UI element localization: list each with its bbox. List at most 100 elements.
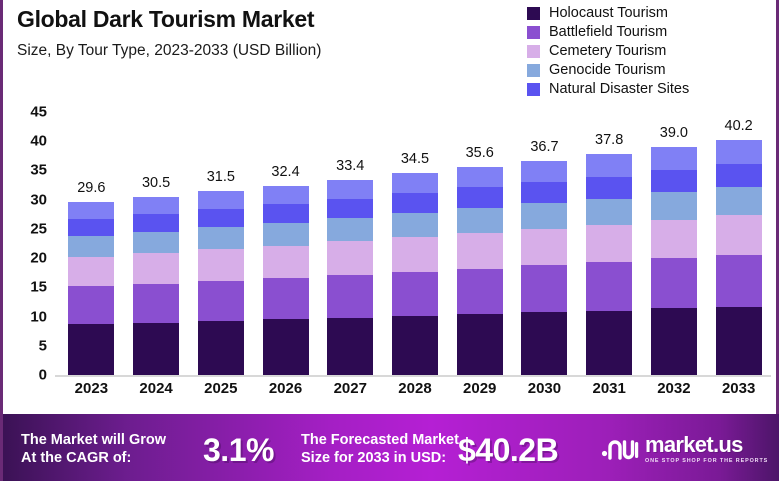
bar-segment bbox=[391, 193, 438, 214]
legend-item[interactable]: Cemetery Tourism bbox=[527, 42, 777, 61]
bar-value-label: 34.5 bbox=[400, 151, 430, 168]
stacked-bar[interactable] bbox=[586, 154, 633, 375]
stacked-bar[interactable] bbox=[715, 140, 762, 375]
market-us-logo-icon bbox=[599, 436, 639, 464]
bar-column[interactable]: 31.5 bbox=[188, 112, 253, 375]
legend-item[interactable]: Genocide Tourism bbox=[527, 61, 777, 80]
bar-segment bbox=[262, 223, 309, 246]
stacked-bar[interactable] bbox=[68, 202, 115, 375]
bar-column[interactable]: 34.5 bbox=[383, 112, 448, 375]
x-axis-tick-label: 2030 bbox=[527, 380, 562, 397]
legend-item[interactable]: Natural Disaster Sites bbox=[527, 80, 777, 99]
bar-segment bbox=[68, 202, 115, 219]
bar-segment bbox=[391, 213, 438, 238]
bar-column[interactable]: 37.8 bbox=[577, 112, 642, 375]
bar-segment bbox=[650, 192, 697, 220]
x-axis-tick-label: 2023 bbox=[74, 380, 109, 397]
y-axis-tick-label: 30 bbox=[30, 191, 47, 209]
y-axis-tick-label: 10 bbox=[30, 308, 47, 326]
stacked-bar[interactable] bbox=[133, 196, 180, 375]
bar-segment bbox=[521, 160, 568, 183]
bar-column[interactable]: 36.7 bbox=[512, 112, 577, 375]
bar-segment bbox=[521, 182, 568, 204]
legend-item-label: Cemetery Tourism bbox=[549, 43, 667, 59]
cagr-caption-line1: The Market will Grow bbox=[21, 432, 167, 448]
cagr-caption-line2: At the CAGR of: bbox=[21, 450, 132, 466]
y-axis-tick-label: 45 bbox=[30, 103, 47, 121]
bar-segment bbox=[327, 217, 374, 242]
bar-segment bbox=[133, 253, 180, 284]
legend-swatch-icon bbox=[527, 64, 540, 77]
bar-segment bbox=[715, 255, 762, 307]
y-axis-tick-label: 15 bbox=[30, 278, 47, 296]
bar-column[interactable]: 39.0 bbox=[642, 112, 707, 375]
x-axis-tick-label: 2026 bbox=[268, 380, 303, 397]
page-title: Global Dark Tourism Market bbox=[17, 6, 315, 32]
y-axis-tick-label: 0 bbox=[38, 366, 47, 384]
x-axis-tick-label: 2027 bbox=[333, 380, 367, 397]
stacked-bar[interactable] bbox=[262, 185, 309, 375]
bar-segment bbox=[327, 241, 374, 275]
bar-column[interactable]: 35.6 bbox=[447, 112, 512, 375]
bar-column[interactable]: 30.5 bbox=[124, 112, 189, 375]
y-axis-tick-label: 5 bbox=[38, 337, 47, 355]
market-us-logo[interactable]: market.us ONE STOP SHOP FOR THE REPORTS bbox=[599, 434, 768, 465]
stacked-bar[interactable] bbox=[197, 190, 244, 375]
bar-segment bbox=[197, 280, 244, 322]
bar-segment bbox=[715, 215, 762, 256]
chart-plot-area: 0 5 10 15 20 25 30 35 40 45 29.6 30.5 31.5 32.4 33.4 3… bbox=[3, 104, 779, 410]
x-axis-tick-label: 2029 bbox=[463, 380, 497, 397]
bar-segment bbox=[650, 169, 697, 193]
bar-segment bbox=[586, 262, 633, 311]
bar-segment bbox=[262, 245, 309, 278]
stacked-bar[interactable] bbox=[521, 160, 568, 375]
chart-legend: Holocaust Tourism Battlefield Tourism Ceme… bbox=[527, 4, 777, 99]
legend-item-label: Natural Disaster Sites bbox=[549, 81, 690, 97]
bar-column[interactable]: 33.4 bbox=[318, 112, 383, 375]
y-axis-tick-label: 35 bbox=[30, 161, 47, 179]
x-axis-tick-label: 2031 bbox=[592, 380, 626, 397]
bar-segment bbox=[715, 140, 762, 165]
legend-item-label: Battlefield Tourism bbox=[549, 24, 668, 40]
y-axis-tick-label: 40 bbox=[30, 132, 47, 150]
forecast-caption-line1: The Forecasted Market bbox=[301, 432, 459, 448]
x-axis-line bbox=[55, 375, 771, 377]
bar-segment bbox=[133, 214, 180, 232]
bar-value-label: 40.2 bbox=[724, 118, 753, 135]
chart-header: Global Dark Tourism Market Size, By Tour… bbox=[3, 0, 779, 112]
bar-segment bbox=[650, 258, 697, 309]
bar-segment bbox=[715, 187, 762, 216]
bar-value-label: 37.8 bbox=[595, 132, 624, 149]
stacked-bar[interactable] bbox=[391, 173, 438, 375]
bar-segment bbox=[197, 321, 244, 375]
stacked-bar[interactable] bbox=[327, 179, 374, 375]
stacked-bar[interactable] bbox=[650, 147, 697, 375]
market-us-logo-wordmark: market.us bbox=[645, 432, 743, 457]
x-axis-labels: 2023 2024 2025 2026 2027 2028 2029 2030 2031 2032… bbox=[59, 380, 771, 406]
bar-column[interactable]: 40.2 bbox=[706, 112, 771, 375]
legend-item[interactable]: Battlefield Tourism bbox=[527, 23, 777, 42]
bar-value-label: 33.4 bbox=[336, 157, 365, 174]
bar-segment bbox=[586, 310, 633, 375]
bar-value-label: 29.6 bbox=[77, 180, 106, 197]
bar-segment bbox=[521, 265, 568, 313]
bar-segment bbox=[650, 219, 697, 259]
bar-column[interactable]: 29.6 bbox=[59, 112, 124, 375]
legend-item[interactable]: Holocaust Tourism bbox=[527, 4, 777, 23]
bar-value-label: 30.5 bbox=[141, 174, 171, 191]
bar-segment bbox=[197, 227, 244, 250]
legend-item-label: Genocide Tourism bbox=[549, 62, 666, 78]
bar-segment bbox=[586, 198, 633, 225]
bar-segment bbox=[521, 228, 568, 266]
bar-segment bbox=[327, 274, 374, 318]
y-axis-tick-label: 20 bbox=[30, 249, 47, 267]
stacked-bar[interactable] bbox=[456, 166, 503, 375]
bar-column[interactable]: 32.4 bbox=[253, 112, 318, 375]
footer-banner: The Market will Grow At the CAGR of: 3.1… bbox=[3, 414, 779, 481]
legend-swatch-icon bbox=[527, 45, 540, 58]
bar-segment bbox=[262, 185, 309, 205]
bar-segment bbox=[715, 164, 762, 188]
y-axis-labels: 0 5 10 15 20 25 30 35 40 45 bbox=[3, 104, 55, 384]
bar-segment bbox=[133, 196, 180, 215]
bar-segment bbox=[456, 314, 503, 375]
